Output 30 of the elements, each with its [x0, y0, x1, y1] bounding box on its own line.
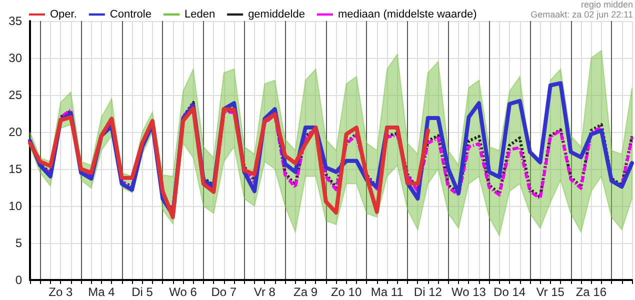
x-tick-label: Zo 10 — [330, 285, 362, 299]
x-tick-label: Za 16 — [576, 285, 607, 299]
x-tick-label: Di 12 — [414, 285, 442, 299]
y-tick-label: 25 — [8, 88, 22, 102]
x-tick-label: Zo 3 — [48, 285, 73, 299]
x-tick-label: Ma 4 — [88, 285, 116, 299]
legend-label: Leden — [184, 8, 216, 20]
x-tick-label: Vr 8 — [254, 285, 276, 299]
legend-label: Controle — [110, 8, 152, 20]
x-tick-label: Do 14 — [494, 285, 526, 299]
y-tick-label: 35 — [8, 14, 22, 28]
y-tick-label: 0 — [15, 273, 22, 287]
y-tick-label: 30 — [8, 51, 22, 65]
x-tick-label: Wo 6 — [169, 285, 198, 299]
y-tick-label: 20 — [8, 125, 22, 139]
text: regio midden — [580, 0, 633, 10]
x-tick-label: Ma 11 — [370, 285, 404, 299]
x-tick-label: Za 9 — [293, 285, 318, 299]
x-tick-label: Vr 15 — [536, 285, 565, 299]
y-tick-label: 15 — [8, 162, 22, 176]
text: Gemaakt: za 02 jun 22:11 — [530, 10, 633, 20]
legend-label: Oper. — [50, 8, 77, 20]
x-tick-label: Di 5 — [132, 285, 154, 299]
x-tick-label: Do 7 — [211, 285, 237, 299]
y-tick-label: 10 — [8, 199, 22, 213]
legend-label: gemiddelde — [248, 8, 305, 20]
x-tick-label: Wo 13 — [452, 285, 486, 299]
y-tick-label: 5 — [15, 236, 22, 250]
legend-label: mediaan (middelste waarde) — [338, 8, 477, 20]
line-series — [28, 106, 430, 220]
